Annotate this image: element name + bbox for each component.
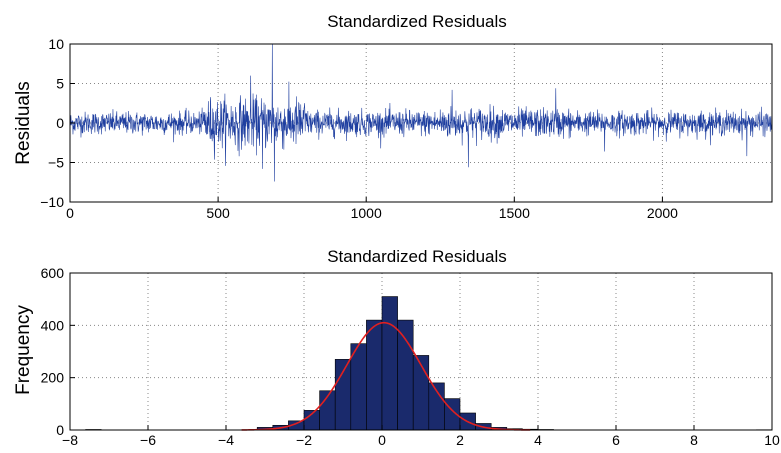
top-y-tick-label: −10 [40, 194, 64, 210]
bottom-y-tick-label: 600 [41, 265, 65, 281]
top-x-tick-label: 0 [66, 205, 74, 221]
bottom-x-tick-label: 8 [690, 432, 698, 448]
histogram-bar [351, 344, 367, 430]
bottom-x-tick-label: 6 [612, 432, 620, 448]
histogram-bar [398, 320, 414, 430]
bottom-x-tick-label: 0 [378, 432, 386, 448]
top-y-tick-label: −5 [48, 155, 64, 171]
histogram-bar [335, 359, 351, 430]
bottom-chart-title: Standardized Residuals [327, 247, 507, 266]
top-x-tick-label: 1500 [499, 205, 530, 221]
bottom-y-tick-label: 400 [41, 317, 65, 333]
bottom-x-tick-label: −8 [62, 432, 78, 448]
top-y-tick-label: 10 [48, 36, 64, 52]
bottom-chart-bars [86, 297, 772, 430]
top-chart-title: Standardized Residuals [327, 12, 507, 31]
bottom-x-tick-label: −4 [218, 432, 234, 448]
bottom-x-tick-label: −6 [140, 432, 156, 448]
bottom-chart-ylabel: Frequency [13, 305, 34, 395]
histogram-chart: Standardized Residuals Frequency 0 200 400… [13, 247, 780, 448]
top-x-tick-label: 2000 [647, 205, 678, 221]
histogram-bar [366, 320, 382, 430]
bottom-x-tick-label: 10 [764, 432, 780, 448]
top-chart-series [70, 44, 772, 181]
residuals-series-line [70, 44, 772, 181]
top-chart-ylabel: Residuals [13, 81, 34, 164]
top-y-tick-label: 0 [56, 115, 64, 131]
histogram-bar [382, 297, 398, 430]
bottom-x-tick-label: 2 [456, 432, 464, 448]
bottom-y-tick-label: 200 [41, 370, 65, 386]
bottom-x-tick-label: 4 [534, 432, 542, 448]
bottom-x-tick-label: −2 [296, 432, 312, 448]
top-x-tick-label: 1000 [351, 205, 382, 221]
top-y-tick-label: 5 [56, 76, 64, 92]
histogram-bar [413, 355, 429, 430]
top-x-tick-label: 500 [206, 205, 230, 221]
